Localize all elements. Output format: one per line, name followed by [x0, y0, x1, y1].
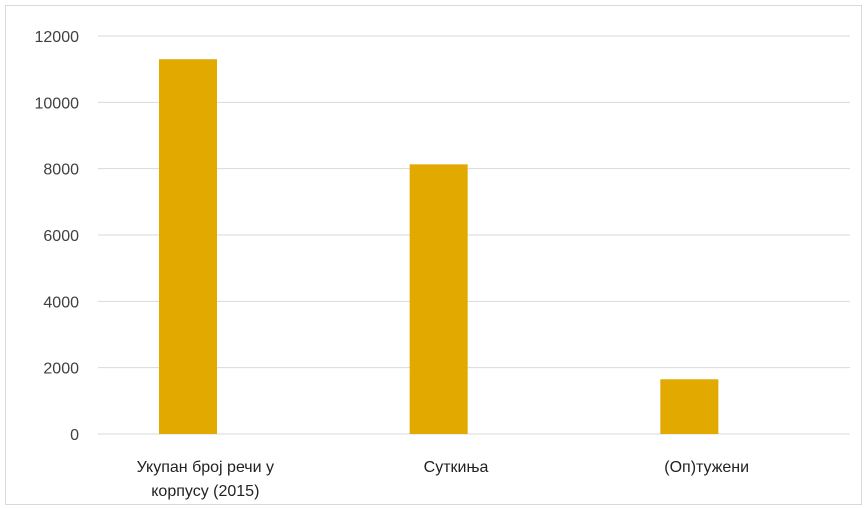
- bar: [409, 164, 468, 435]
- gridlines: [98, 35, 850, 435]
- x-category-label: Укупан број речи у: [137, 459, 274, 476]
- y-tick-label: 0: [70, 427, 79, 444]
- y-tick-label: 10000: [35, 95, 80, 112]
- y-tick-label: 4000: [43, 294, 79, 311]
- bars: [159, 59, 719, 435]
- bar: [660, 379, 719, 434]
- x-category-label: корпусу (2015): [151, 483, 259, 500]
- x-category-label: Суткиња: [424, 459, 489, 476]
- y-tick-label: 12000: [35, 29, 80, 46]
- y-axis-tick-labels: 0 2000 4000 6000 8000 10000 12000: [35, 29, 80, 444]
- bar: [159, 59, 217, 434]
- y-tick-label: 2000: [43, 361, 79, 378]
- x-category-label: (Оп)тужени: [664, 459, 749, 476]
- x-axis-category-labels: Укупан број речи у корпусу (2015) Суткиња (…: [137, 459, 749, 500]
- y-tick-label: 8000: [43, 162, 79, 179]
- y-tick-label: 6000: [43, 228, 79, 245]
